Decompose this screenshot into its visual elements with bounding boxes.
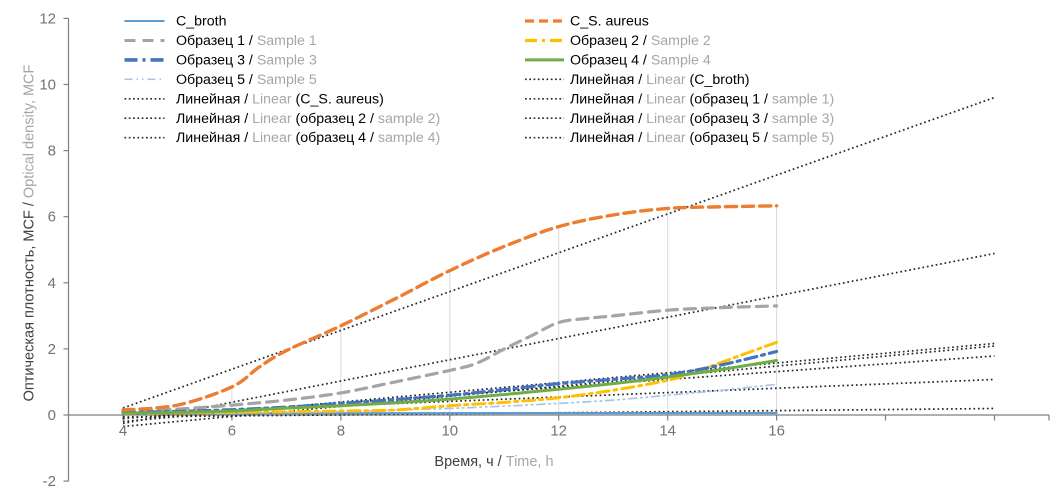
svg-text:Линейная / Linear (образец 3 /: Линейная / Linear (образец 3 / sample 3) xyxy=(570,111,834,127)
svg-text:10: 10 xyxy=(39,77,56,94)
svg-text:4: 4 xyxy=(119,423,127,440)
svg-text:Образец 2 / Sample 2: Образец 2 / Sample 2 xyxy=(570,33,711,49)
svg-text:16: 16 xyxy=(768,423,785,440)
svg-text:2: 2 xyxy=(48,341,56,358)
svg-text:Образец 1 / Sample 1: Образец 1 / Sample 1 xyxy=(176,33,317,49)
svg-text:-2: -2 xyxy=(43,473,56,490)
svg-text:8: 8 xyxy=(48,143,56,160)
svg-text:Линейная / Linear (образец 2 /: Линейная / Linear (образец 2 / sample 2) xyxy=(176,111,440,127)
svg-text:6: 6 xyxy=(228,423,236,440)
svg-text:12: 12 xyxy=(550,423,567,440)
svg-text:C_broth: C_broth xyxy=(176,14,226,30)
svg-text:C_S. aureus: C_S. aureus xyxy=(570,14,649,30)
svg-text:Образец 5 / Sample 5: Образец 5 / Sample 5 xyxy=(176,72,317,88)
svg-text:8: 8 xyxy=(337,423,345,440)
svg-text:Оптическая плотность, MCF / Op: Оптическая плотность, MCF / Optical dens… xyxy=(22,64,38,401)
svg-text:Время, ч / Time, h: Время, ч / Time, h xyxy=(434,454,553,470)
svg-text:Линейная / Linear (образец 1 /: Линейная / Linear (образец 1 / sample 1) xyxy=(570,91,834,107)
svg-text:Линейная / Linear (образец 4 /: Линейная / Linear (образец 4 / sample 4) xyxy=(176,130,440,146)
svg-text:6: 6 xyxy=(48,209,56,226)
svg-text:Образец 4 / Sample 4: Образец 4 / Sample 4 xyxy=(570,52,711,68)
svg-text:12: 12 xyxy=(39,10,56,27)
svg-text:Линейная / Linear (образец 5 /: Линейная / Linear (образец 5 / sample 5) xyxy=(570,130,834,146)
svg-text:10: 10 xyxy=(441,423,458,440)
svg-text:4: 4 xyxy=(48,275,56,292)
svg-text:Линейная / Linear (C_broth): Линейная / Linear (C_broth) xyxy=(570,72,749,88)
svg-text:Образец 3 / Sample 3: Образец 3 / Sample 3 xyxy=(176,52,317,68)
svg-text:Линейная / Linear (C_S. aureus: Линейная / Linear (C_S. aureus) xyxy=(176,91,384,107)
svg-text:0: 0 xyxy=(48,407,56,424)
svg-text:14: 14 xyxy=(659,423,676,440)
